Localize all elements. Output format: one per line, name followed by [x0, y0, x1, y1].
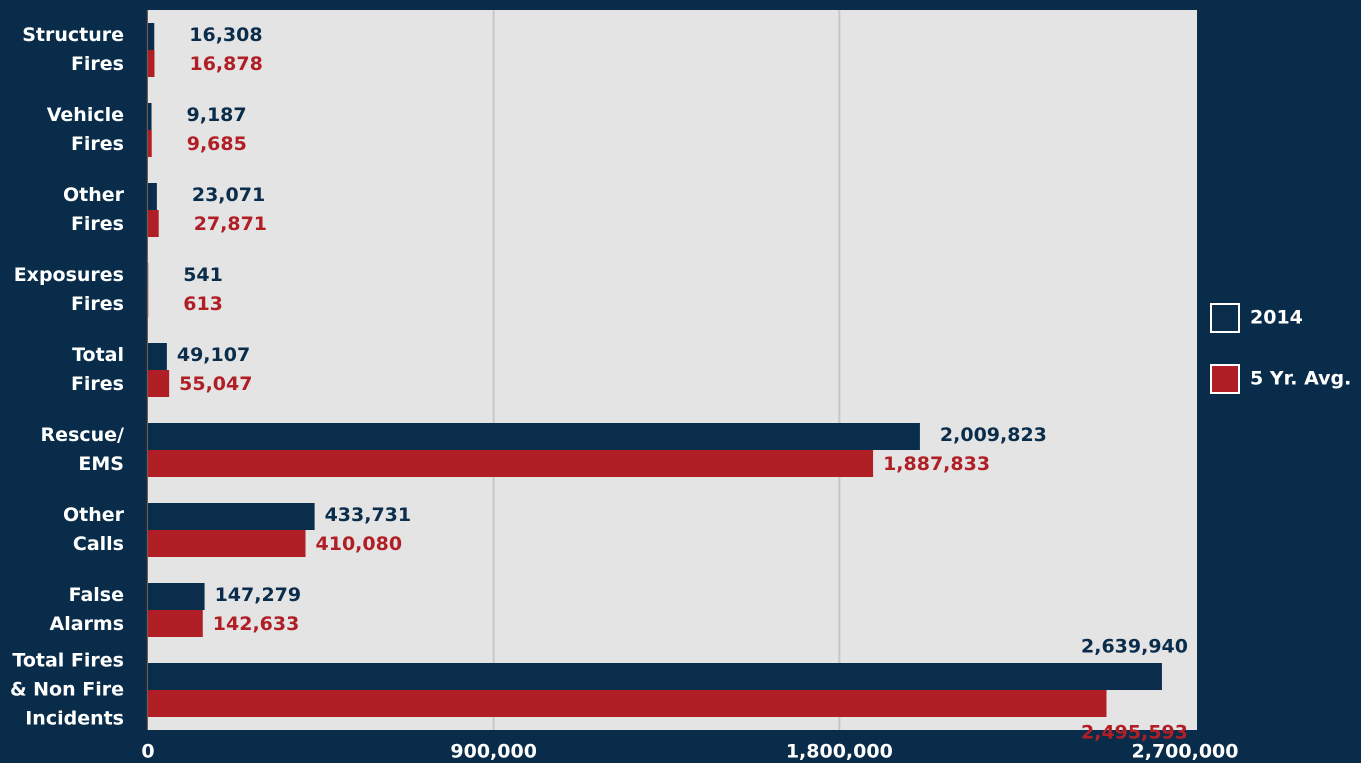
bar [148, 663, 1162, 690]
y-tick-label: Fires [71, 213, 124, 235]
y-tick-label: Fires [71, 133, 124, 155]
legend-label: 2014 [1250, 307, 1303, 329]
legend-label: 5 Yr. Avg. [1250, 368, 1351, 390]
value-label: 16,308 [189, 24, 262, 46]
value-label: 433,731 [325, 504, 412, 526]
bar [148, 530, 306, 557]
legend-swatch [1210, 303, 1240, 333]
value-label: 16,878 [189, 53, 262, 75]
value-label: 9,685 [187, 133, 247, 155]
value-label: 49,107 [177, 344, 250, 366]
y-tick-label: Other [63, 184, 125, 206]
x-tick-label: 1,800,000 [786, 741, 893, 763]
y-tick-label: Fires [71, 53, 124, 75]
value-label: 142,633 [213, 613, 300, 635]
y-tick-label: False [69, 584, 124, 606]
value-label: 55,047 [179, 373, 252, 395]
y-tick-label: Structure [22, 24, 124, 46]
y-tick-label: Calls [73, 533, 124, 555]
y-tick-label: Total [72, 344, 124, 366]
y-tick-label: Incidents [25, 708, 124, 730]
bar [148, 23, 155, 50]
y-tick-label: Vehicle [47, 104, 124, 126]
plot-area [147, 10, 1197, 730]
value-label: 541 [183, 264, 223, 286]
bar [148, 503, 315, 530]
bar [148, 583, 205, 610]
y-tick-label: Alarms [49, 613, 124, 635]
value-label: 2,495,593 [1081, 722, 1188, 744]
bar [148, 103, 152, 130]
y-tick-label: EMS [78, 453, 124, 475]
y-tick-label: Rescue/ [41, 424, 125, 446]
bar [148, 610, 203, 637]
x-tick-label: 2,700,000 [1132, 741, 1239, 763]
value-label: 23,071 [192, 184, 265, 206]
value-label: 613 [183, 293, 223, 315]
y-tick-label: & Non Fire [10, 679, 124, 701]
value-label: 1,887,833 [883, 453, 990, 475]
value-label: 147,279 [215, 584, 302, 606]
bar [148, 370, 170, 397]
bar [148, 690, 1107, 717]
bar [148, 343, 167, 370]
value-label: 2,009,823 [940, 424, 1047, 446]
bar [148, 183, 157, 210]
y-tick-label: Other [63, 504, 125, 526]
y-tick-label: Exposures [14, 264, 124, 286]
y-tick-label: Total Fires [12, 650, 124, 672]
bar [148, 210, 159, 237]
value-label: 27,871 [194, 213, 267, 235]
x-tick-label: 900,000 [450, 741, 537, 763]
x-tick-label: 0 [141, 741, 154, 763]
bar [148, 450, 874, 477]
bar [148, 130, 152, 157]
value-label: 9,187 [187, 104, 247, 126]
bar [148, 50, 155, 77]
y-tick-label: Fires [71, 293, 124, 315]
bar [148, 423, 920, 450]
value-label: 2,639,940 [1081, 636, 1188, 658]
value-label: 410,080 [316, 533, 403, 555]
legend-swatch [1210, 364, 1240, 394]
y-tick-label: Fires [71, 373, 124, 395]
